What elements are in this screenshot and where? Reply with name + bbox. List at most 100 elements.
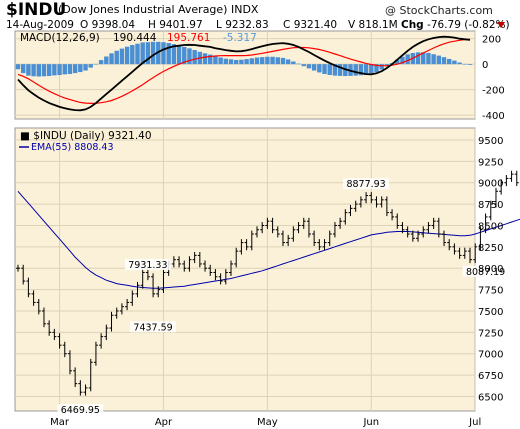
macd-histogram-bar [426,52,431,65]
price-bar [270,217,275,234]
macd-histogram-bar [182,46,187,65]
macd-panel-background [14,30,476,120]
macd-histogram-bar [31,64,36,77]
price-bar [436,217,441,238]
price-bar [447,239,452,251]
macd-legend-label: MACD(12,26,9) [20,32,100,44]
price-bar [229,260,234,276]
price-bar [171,256,176,268]
quote-close: C 9321.40 [283,19,338,31]
price-bar [47,320,52,336]
macd-histogram-bar [202,53,208,65]
macd-histogram-bar [457,62,462,65]
macd-histogram-bar [296,63,301,65]
watermark: @ StockCharts.com [385,4,493,17]
macd-histogram-bar [233,59,239,65]
macd-histogram-bar [259,57,265,65]
macd-histogram-bar [405,54,410,65]
macd-histogram-bar [317,64,322,73]
macd-legend-signal: 195.761 [167,32,210,44]
price-bar [275,226,280,238]
svg-text:8877.93: 8877.93 [346,179,385,190]
macd-histogram-bar [15,64,21,70]
price-bar [457,247,462,259]
chart-symbol: $INDU [6,0,67,20]
macd-histogram-bar [337,64,343,76]
price-bar [145,269,150,281]
macd-histogram-bar [72,64,78,74]
quote-open: O 9398.04 [80,19,136,31]
price-bar [73,367,78,388]
macd-histogram-bar [187,48,192,65]
price-bar [322,239,327,251]
macd-histogram-bar [369,64,374,74]
price-bar [493,187,498,208]
price-bar [280,230,285,246]
price-bar [410,230,415,242]
macd-y-tick-label: -400 [482,111,505,122]
svg-text:6469.95: 6469.95 [61,405,100,416]
price-bar [218,273,223,285]
price-legend-name: $INDU (Daily) [33,130,105,142]
price-y-tick-label: 6750 [478,371,503,382]
price-bar [405,226,410,238]
price-bar [161,269,166,294]
x-tick-label: Jul [468,417,481,428]
macd-histogram-bar [244,59,249,65]
price-bar [182,260,187,272]
price-annotation: 8087.19 [462,265,509,278]
price-y-tick-label: 7250 [478,328,503,339]
price-y-tick-label: 9250 [478,157,503,168]
macd-histogram-bar [46,64,52,77]
macd-histogram-bar [332,64,338,76]
macd-histogram-bar [239,59,244,65]
macd-signal-line [17,38,471,105]
price-bar [400,222,405,234]
macd-histogram-bar [109,53,114,65]
price-bar [83,384,88,396]
price-bar [104,324,109,341]
price-bar [462,247,467,259]
macd-histogram-bar [52,64,57,76]
macd-y-axis: 200 0 -200 -400 [482,35,505,123]
macd-histogram-bar [447,58,452,65]
ema-legend-label: EMA(55) 8808.43 [31,142,114,153]
price-y-tick-label: 8000 [478,264,503,275]
price-bar [26,277,31,298]
ema-legend-value: 8808.43 [74,142,113,153]
quote-low: L 9232.83 [216,19,269,31]
macd-histogram-bar [20,64,26,74]
price-bar [203,260,208,272]
macd-histogram-bar [441,57,447,65]
macd-histogram-bar [291,61,296,65]
macd-histogram-bar [452,60,457,65]
price-bar [93,341,98,366]
price-bar [317,239,322,251]
price-bar [395,213,400,229]
macd-histogram-bar [130,45,135,65]
price-bar [260,222,265,234]
price-bar [468,247,472,264]
price-bar [379,196,384,208]
price-bar [374,196,379,208]
macd-histogram-bar [436,55,442,65]
ema-legend-name: EMA(55) [31,142,71,153]
quote-volume: V 818.1M [348,19,398,31]
macd-histogram-bar [374,64,379,73]
price-bar [140,269,145,289]
macd-histogram-bar [119,48,125,65]
price-bar [452,243,457,255]
macd-histogram-bar [26,64,31,76]
price-bar [31,290,36,306]
price-bar [353,200,358,212]
price-bar [135,281,140,298]
price-bar [384,196,389,217]
index-exchange: INDX [230,3,259,16]
price-bar [265,217,270,229]
price-bar [442,230,447,246]
macd-histogram-bar [104,56,109,65]
price-bar [312,230,317,246]
change-down-arrow-icon [497,22,505,28]
x-axis: MarAprMayJunJulAug [50,417,481,428]
